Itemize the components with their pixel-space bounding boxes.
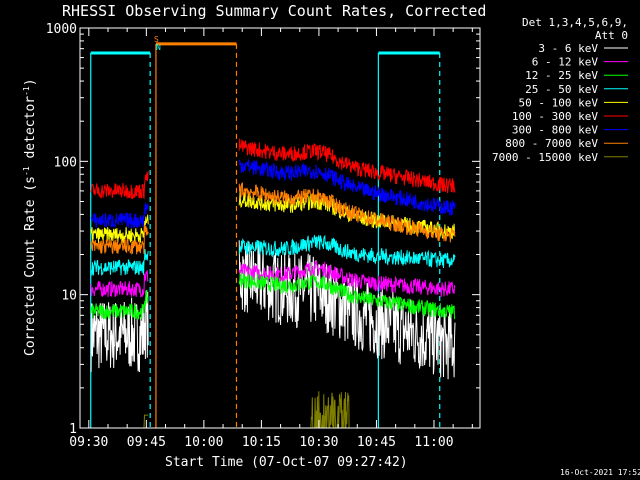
x-tick-label: 10:45 [357, 435, 396, 450]
legend-label: 6 - 12 keV [532, 56, 599, 69]
y-tick-label: 1 [69, 422, 77, 437]
legend-header: Att 0 [595, 29, 628, 42]
series-4-post-line [238, 191, 456, 240]
series-6-post-line [238, 159, 456, 216]
y-label-main: Corrected Count Rate (s [23, 176, 38, 356]
series-8-pre-line [91, 414, 149, 429]
series-2-pre-line [90, 289, 149, 320]
flag-n: N [156, 43, 161, 52]
series-3-pre-line [90, 249, 149, 276]
y-axis-label: Corrected Count Rate (s-1 detector-1) [22, 78, 38, 356]
series-6-pre-line [90, 202, 149, 229]
x-tick-label: 10:30 [299, 435, 338, 450]
x-tick-label: 11:00 [414, 435, 453, 450]
legend-label: 25 - 50 keV [525, 83, 598, 96]
axes [79, 27, 481, 429]
x-tick-label: 09:45 [127, 435, 166, 450]
footer-date: 16-Oct-2021 17:52 [560, 468, 640, 477]
x-tick-label: 10:15 [242, 435, 281, 450]
series-0-pre-line [90, 290, 149, 373]
series-5-pre-line [90, 170, 149, 200]
x-tick-label: 10:00 [184, 435, 223, 450]
legend-header: Det 1,3,4,5,6,9, [522, 16, 628, 29]
series-4-pre-line [90, 214, 149, 245]
series-7-pre-line [90, 225, 149, 255]
plot-frame [79, 27, 481, 429]
series-1-pre-line [90, 270, 149, 298]
series-3-post-line [238, 234, 456, 269]
y-label-end: ) [23, 78, 38, 86]
legend-label: 3 - 6 keV [538, 42, 598, 55]
legend-label: 800 - 7000 keV [505, 137, 598, 150]
series-8-post-line [239, 391, 455, 429]
legend-label: 12 - 25 keV [525, 69, 598, 82]
flag-s: S [154, 35, 159, 44]
plot-data [90, 42, 456, 429]
series-7-post-line [238, 182, 456, 243]
y-label-mid: detector [23, 96, 38, 167]
x-axis-label: Start Time (07-Oct-07 09:27:42) [165, 455, 408, 470]
series-5-post-line [238, 138, 456, 194]
chart-title: RHESSI Observing Summary Count Rates, Co… [62, 2, 486, 20]
series-2-post-line [238, 273, 456, 320]
x-tick-label: 09:30 [69, 435, 108, 450]
legend-label: 7000 - 15000 keV [492, 151, 598, 164]
tick-labels: 1 10 100 1000 09:30 09:45 10:00 10:15 10:30 10:45… [46, 22, 454, 450]
y-tick-label: 100 [54, 155, 77, 170]
y-label-sup1: -1 [22, 166, 31, 176]
y-label-sup2: -1 [22, 86, 31, 96]
legend-label: 50 - 100 keV [519, 96, 599, 109]
legend-label: 100 - 300 keV [512, 110, 598, 123]
y-tick-label: 10 [61, 289, 77, 304]
y-tick-label: 1000 [46, 22, 77, 37]
legend-label: 300 - 800 keV [512, 124, 598, 137]
